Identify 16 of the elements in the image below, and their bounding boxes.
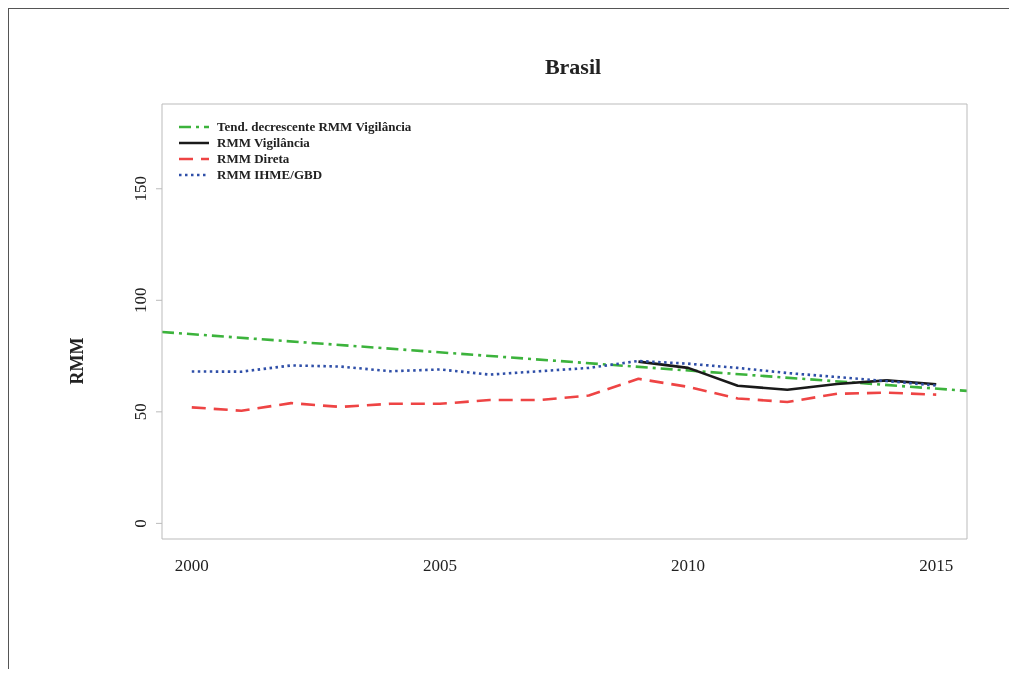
legend-label: RMM Direta: [217, 151, 290, 167]
x-tick-label: 2015: [919, 556, 954, 575]
chart-title: Brasil: [543, 54, 603, 80]
x-tick-label: 2010: [671, 556, 706, 575]
x-tick-label: 2005: [422, 556, 457, 575]
line-series: [190, 377, 938, 413]
legend-label: Tend. decrescente RMM Vigilância: [217, 119, 412, 135]
legend-label: RMM IHME/GBD: [217, 167, 323, 183]
y-tick-label: 150: [131, 176, 150, 202]
y-tick-label: 50: [131, 403, 150, 421]
y-tick-label: 100: [131, 287, 150, 314]
legend-label: RMM Vigilância: [217, 135, 310, 151]
y-tick-label: 0: [131, 519, 150, 528]
line-series: [190, 359, 938, 387]
y-axis-title: RMM: [66, 337, 88, 385]
x-tick-label: 2000: [174, 556, 209, 575]
